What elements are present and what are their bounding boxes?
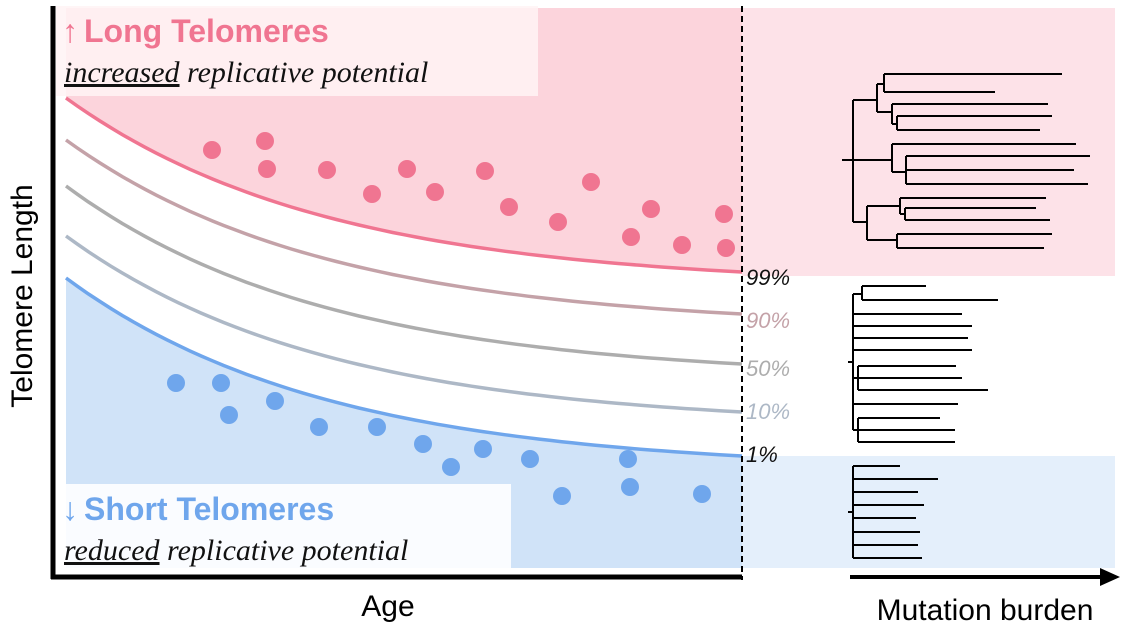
short-telomere-tree	[848, 465, 938, 559]
short-telomere-point-7	[414, 435, 432, 453]
long-telomere-point-6	[398, 160, 416, 178]
long-telomere-point-1	[203, 141, 221, 159]
long-telomere-point-5	[363, 185, 381, 203]
long-telomere-point-15	[715, 205, 733, 223]
long-telomere-point-4	[318, 161, 336, 179]
long-telomere-point-2	[256, 132, 274, 150]
long-telomere-subtitle: increased replicative potential	[64, 56, 428, 89]
short-telomere-tree-background	[742, 456, 1115, 568]
long-telomere-point-8	[476, 162, 494, 180]
long-telomere-point-7	[426, 183, 444, 201]
short-telomere-point-14	[693, 485, 711, 503]
percentile-label-10: 10%	[746, 399, 790, 424]
percentile-curve-90	[64, 138, 743, 316]
long-telomere-point-3	[258, 160, 276, 178]
long-telomere-point-14	[673, 236, 691, 254]
long-telomere-point-11	[582, 173, 600, 191]
percentile-curve-99	[64, 96, 743, 274]
percentile-curve-10	[64, 234, 743, 414]
long-telomere-points	[203, 132, 735, 257]
short-telomere-point-13	[621, 478, 639, 496]
short-telomere-label-box	[56, 484, 511, 570]
percentile-label-90: 90%	[746, 308, 790, 333]
long-telomere-point-12	[642, 200, 660, 218]
short-telomere-title: ↓ Short Telomeres	[62, 491, 334, 527]
long-telomere-point-13	[622, 228, 640, 246]
long-telomere-point-16	[717, 239, 735, 257]
percentile-label-50: 50%	[746, 356, 790, 381]
y-axis-label: Telomere Length	[6, 184, 39, 407]
long-telomere-label-box	[56, 6, 538, 96]
short-telomere-point-6	[368, 418, 386, 436]
short-telomere-point-3	[220, 406, 238, 424]
short-telomere-subtitle: reduced replicative potential	[64, 534, 408, 567]
mutation-burden-label: Mutation burden	[877, 594, 1094, 627]
x-axis-label: Age	[361, 590, 414, 623]
percentile-label-99: 99%	[746, 265, 790, 290]
short-telomere-point-8	[442, 458, 460, 476]
mutation-burden-arrowhead	[1100, 568, 1120, 586]
percentile-curves	[64, 96, 743, 458]
short-telomere-points	[167, 374, 711, 505]
short-telomere-point-5	[310, 418, 328, 436]
short-telomere-point-11	[553, 487, 571, 505]
short-telomere-point-2	[212, 374, 230, 392]
long-telomere-tree-background	[742, 8, 1115, 276]
long-telomere-title: ↑ Long Telomeres	[62, 13, 329, 49]
short-telomere-point-10	[521, 450, 539, 468]
short-telomere-point-4	[266, 392, 284, 410]
percentile-curve-50	[64, 184, 743, 366]
long-telomere-point-10	[549, 213, 567, 231]
long-telomere-point-9	[500, 198, 518, 216]
short-telomere-point-1	[167, 374, 185, 392]
percentile-curve-1	[64, 276, 743, 458]
short-telomere-point-9	[474, 440, 492, 458]
long-telomere-tree	[842, 73, 1090, 249]
short-telomere-point-12	[619, 450, 637, 468]
percentile-label-1: 1%	[746, 442, 778, 467]
medium-telomere-tree	[848, 285, 998, 443]
